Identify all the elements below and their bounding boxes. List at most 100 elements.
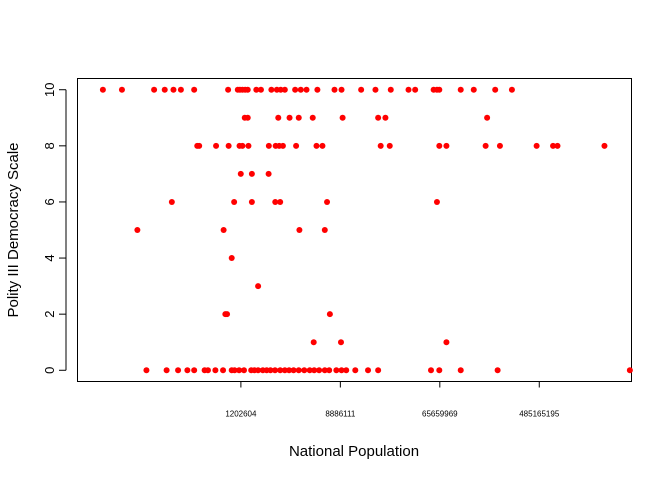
- data-point: [333, 367, 340, 374]
- y-tick-label: 8: [42, 142, 57, 149]
- data-point: [343, 367, 350, 374]
- data-point: [245, 142, 252, 149]
- data-point: [143, 367, 150, 374]
- data-point: [184, 367, 191, 374]
- data-point: [337, 339, 344, 346]
- data-points: [99, 86, 633, 374]
- data-point: [295, 367, 302, 374]
- data-point: [275, 114, 282, 121]
- data-point: [365, 367, 372, 374]
- data-point: [321, 367, 328, 374]
- data-point: [331, 86, 338, 93]
- data-point: [436, 367, 443, 374]
- x-axis: 1202604 8886111 65659969 485165195: [225, 381, 560, 419]
- data-point: [626, 367, 633, 374]
- data-point: [375, 367, 382, 374]
- data-point: [244, 86, 251, 93]
- data-point: [554, 142, 561, 149]
- data-point: [457, 367, 464, 374]
- data-point: [292, 86, 299, 93]
- data-point: [240, 367, 247, 374]
- data-point: [301, 367, 308, 374]
- data-point: [338, 367, 345, 374]
- data-point: [161, 86, 168, 93]
- data-point: [279, 142, 286, 149]
- data-point: [220, 367, 227, 374]
- data-point: [316, 367, 323, 374]
- data-point: [277, 367, 284, 374]
- data-point: [231, 198, 238, 205]
- data-point: [508, 86, 515, 93]
- y-axis: 0 2 4 6 8 10: [42, 82, 67, 374]
- data-point: [225, 86, 232, 93]
- data-point: [191, 367, 198, 374]
- data-point: [253, 86, 260, 93]
- data-point: [213, 142, 220, 149]
- data-point: [231, 367, 238, 374]
- data-point: [358, 86, 365, 93]
- data-point: [168, 198, 175, 205]
- data-point: [204, 367, 211, 374]
- x-tick-label: 485165195: [519, 410, 560, 419]
- data-point: [293, 142, 300, 149]
- data-point: [433, 198, 440, 205]
- y-tick-label: 6: [42, 198, 57, 205]
- data-point: [248, 170, 255, 177]
- data-point: [427, 367, 434, 374]
- data-point: [296, 227, 303, 233]
- data-point: [118, 86, 125, 93]
- data-point: [372, 86, 379, 93]
- data-point: [191, 86, 198, 93]
- data-point: [265, 142, 272, 149]
- data-point: [326, 367, 333, 374]
- data-point: [436, 86, 443, 93]
- data-point: [248, 198, 255, 205]
- data-point: [533, 142, 540, 149]
- data-point: [457, 86, 464, 93]
- data-point: [268, 86, 275, 93]
- data-point: [550, 142, 557, 149]
- data-point: [377, 142, 384, 149]
- data-point: [387, 86, 394, 93]
- data-point: [177, 86, 184, 93]
- data-point: [314, 86, 321, 93]
- y-axis-title: Polity III Democracy Scale: [5, 142, 22, 317]
- data-point: [272, 367, 279, 374]
- data-point: [324, 198, 331, 205]
- data-point: [306, 367, 313, 374]
- data-point: [170, 86, 177, 93]
- data-point: [310, 339, 317, 346]
- data-point: [286, 367, 293, 374]
- data-point: [99, 86, 106, 93]
- data-point: [281, 367, 288, 374]
- data-point: [265, 170, 272, 177]
- data-point: [236, 367, 243, 374]
- data-point: [311, 367, 318, 374]
- data-point: [443, 339, 450, 346]
- data-point: [412, 86, 419, 93]
- data-point: [482, 142, 489, 149]
- data-point: [494, 367, 501, 374]
- data-point: [326, 311, 333, 318]
- data-point: [309, 114, 316, 121]
- data-point: [196, 142, 203, 149]
- data-point: [319, 142, 326, 149]
- data-point: [255, 283, 262, 290]
- data-point: [281, 86, 288, 93]
- data-point: [175, 367, 182, 374]
- data-point: [382, 114, 389, 121]
- data-point: [220, 227, 227, 233]
- plot-frame: [77, 78, 632, 382]
- data-point: [405, 86, 412, 93]
- data-point: [496, 142, 503, 149]
- data-point: [134, 227, 141, 233]
- x-axis-title: National Population: [289, 443, 419, 460]
- data-point: [321, 227, 328, 233]
- data-point: [297, 86, 304, 93]
- data-point: [255, 367, 262, 374]
- data-point: [443, 142, 450, 149]
- data-point: [484, 114, 491, 121]
- data-point: [286, 114, 293, 121]
- data-point: [470, 86, 477, 93]
